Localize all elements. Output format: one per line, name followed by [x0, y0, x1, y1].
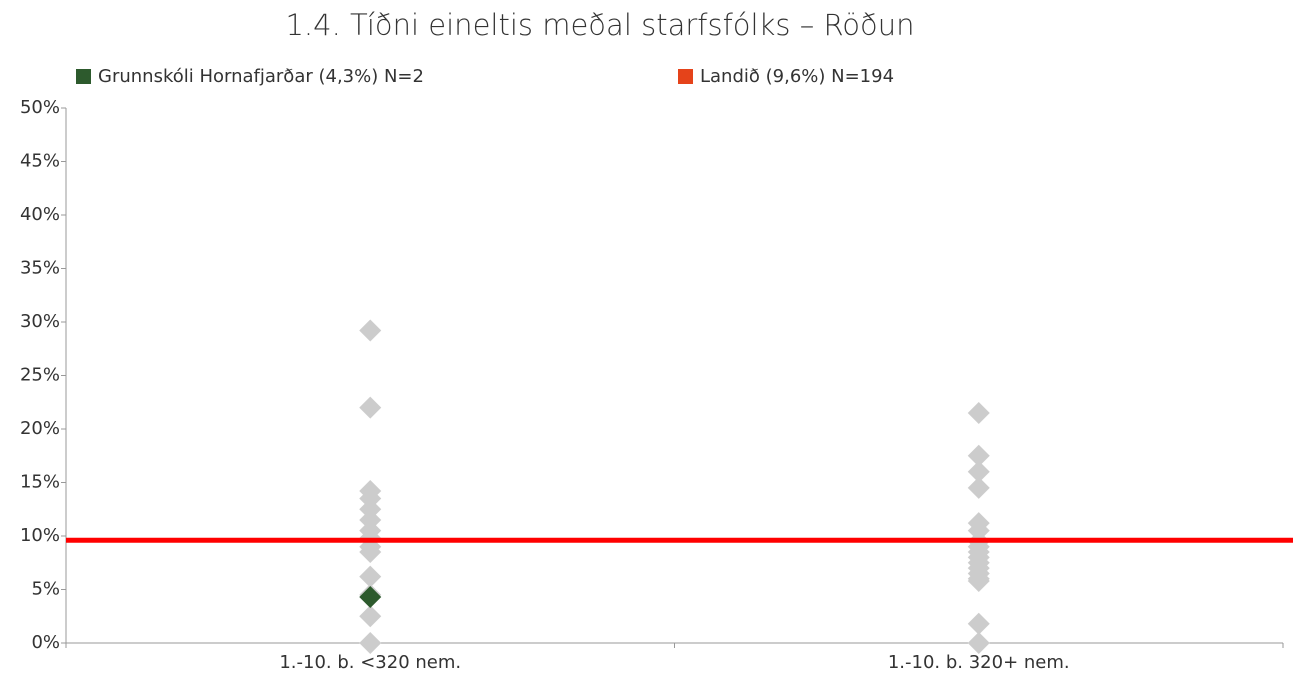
x-tick-label: 1.-10. b. <320 nem. — [279, 652, 461, 673]
point — [967, 444, 990, 467]
y-tick-label: 25% — [20, 365, 60, 386]
legend-swatch — [76, 69, 91, 84]
y-tick-label: 30% — [20, 311, 60, 332]
point — [359, 319, 382, 342]
legend-label: Grunnskóli Hornafjarðar (4,3%) N=2 — [98, 66, 424, 87]
point — [359, 632, 382, 654]
y-tick-label: 50% — [20, 97, 60, 118]
y-tick-label: 15% — [20, 472, 60, 493]
legend-label: Landið (9,6%) N=194 — [700, 66, 894, 87]
y-tick-label: 35% — [20, 258, 60, 279]
point — [967, 401, 990, 424]
y-tick-label: 10% — [20, 525, 60, 546]
point — [967, 632, 990, 654]
point — [967, 460, 990, 483]
chart-title: 1.4. Tíðni eineltis meðal starfsfólks – … — [285, 8, 914, 42]
legend-swatch — [678, 69, 693, 84]
y-tick-label: 45% — [20, 151, 60, 172]
highlight-point — [359, 585, 382, 608]
y-tick-label: 40% — [20, 204, 60, 225]
point — [967, 569, 990, 592]
y-tick-label: 0% — [31, 632, 60, 653]
y-tick-label: 5% — [31, 579, 60, 600]
point — [967, 612, 990, 635]
point — [359, 541, 382, 564]
point — [967, 476, 990, 499]
point — [359, 396, 382, 419]
point — [359, 605, 382, 628]
x-tick-label: 1.-10. b. 320+ nem. — [888, 652, 1070, 673]
point — [359, 565, 382, 588]
y-tick-label: 20% — [20, 418, 60, 439]
